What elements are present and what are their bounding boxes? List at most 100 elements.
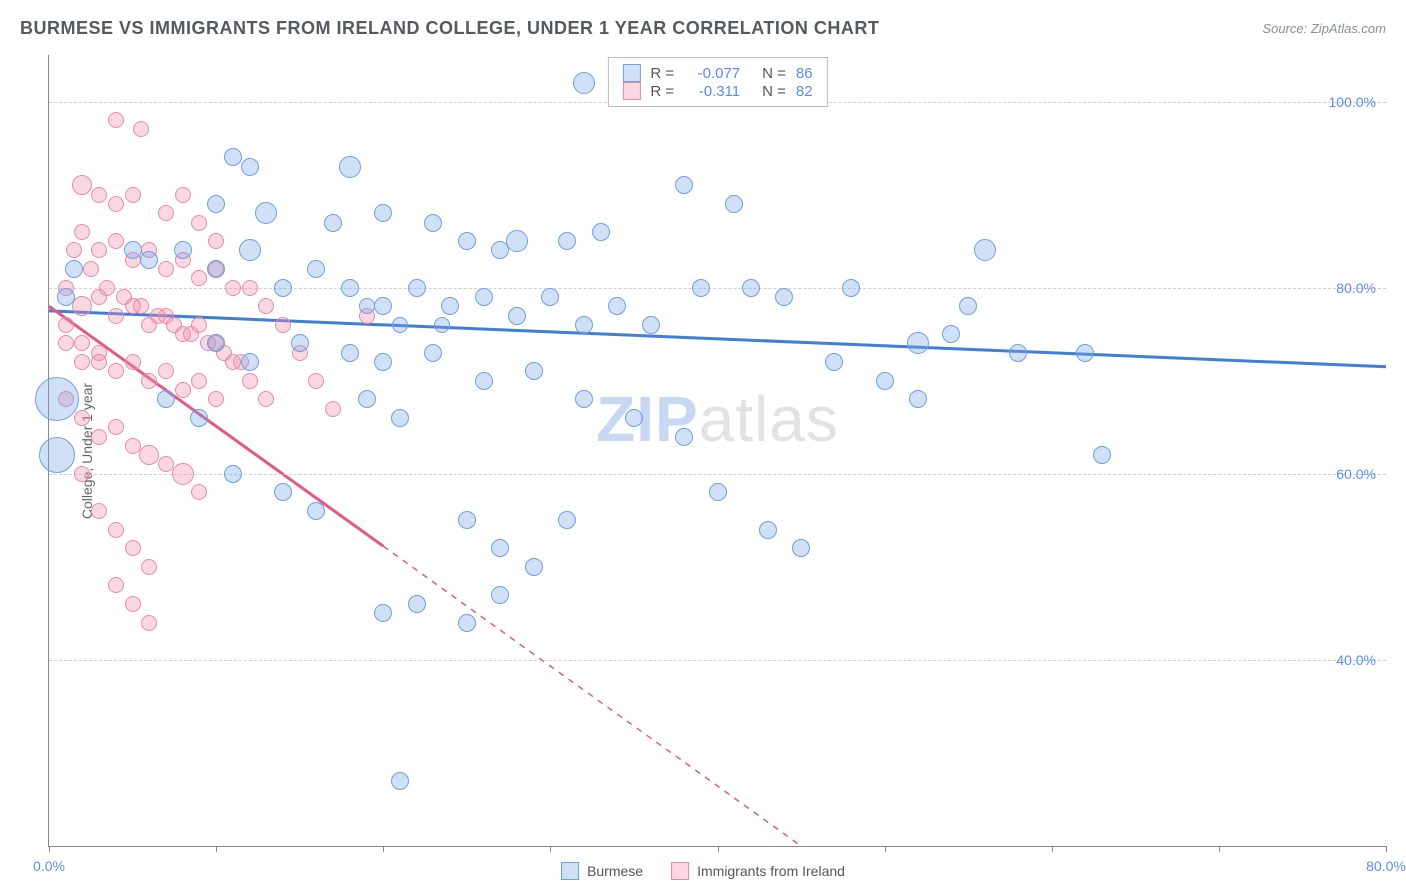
x-tick [49, 846, 50, 852]
x-tick [1052, 846, 1053, 852]
data-point [408, 279, 426, 297]
data-point [625, 409, 643, 427]
data-point [1009, 344, 1027, 362]
data-point [374, 353, 392, 371]
plot-area: ZIPatlas 40.0%60.0%80.0%100.0% [49, 55, 1386, 846]
data-point [742, 279, 760, 297]
legend-swatch [622, 64, 640, 82]
data-point [39, 437, 75, 473]
data-point [74, 410, 90, 426]
data-point [207, 195, 225, 213]
data-point [133, 121, 149, 137]
data-point [307, 260, 325, 278]
data-point [108, 196, 124, 212]
legend-series: Burmese Immigrants from Ireland [561, 862, 845, 880]
data-point [725, 195, 743, 213]
data-point [124, 241, 142, 259]
data-point [675, 176, 693, 194]
data-point [275, 317, 291, 333]
data-point [172, 463, 194, 485]
data-point [91, 242, 107, 258]
data-point [959, 297, 977, 315]
data-point [91, 429, 107, 445]
x-tick [1386, 846, 1387, 852]
y-tick-label: 100.0% [1329, 94, 1376, 110]
x-tick [550, 846, 551, 852]
data-point [392, 317, 408, 333]
data-point [575, 390, 593, 408]
data-point [66, 242, 82, 258]
data-point [72, 296, 92, 316]
data-point [475, 372, 493, 390]
data-point [341, 344, 359, 362]
data-point [207, 334, 225, 352]
legend-swatch [561, 862, 579, 880]
data-point [475, 288, 493, 306]
legend-swatch [622, 82, 640, 100]
gridline [49, 660, 1386, 661]
data-point [225, 280, 241, 296]
data-point [424, 214, 442, 232]
data-point [775, 288, 793, 306]
data-point [108, 363, 124, 379]
data-point [308, 373, 324, 389]
gridline [49, 474, 1386, 475]
data-point [158, 261, 174, 277]
data-point [65, 260, 83, 278]
data-point [166, 317, 182, 333]
data-point [541, 288, 559, 306]
data-point [141, 559, 157, 575]
data-point [125, 187, 141, 203]
legend-stats-row: R =-0.077N =86 [622, 64, 812, 82]
data-point [108, 233, 124, 249]
data-point [258, 298, 274, 314]
data-point [274, 279, 292, 297]
legend-label: Immigrants from Ireland [697, 863, 845, 879]
data-point [125, 438, 141, 454]
x-tick [383, 846, 384, 852]
data-point [35, 377, 79, 421]
data-point [558, 232, 576, 250]
data-point [242, 373, 258, 389]
data-point [339, 156, 361, 178]
data-point [907, 332, 929, 354]
data-point [842, 279, 860, 297]
data-point [116, 289, 132, 305]
data-point [391, 772, 409, 790]
data-point [642, 316, 660, 334]
data-point [491, 586, 509, 604]
data-point [125, 354, 141, 370]
y-tick-label: 80.0% [1336, 280, 1376, 296]
source-attribution: Source: ZipAtlas.com [1262, 21, 1386, 36]
data-point [434, 317, 450, 333]
data-point [57, 288, 75, 306]
data-point [391, 409, 409, 427]
data-point [458, 232, 476, 250]
data-point [675, 428, 693, 446]
data-point [709, 483, 727, 501]
data-point [83, 261, 99, 277]
data-point [241, 353, 259, 371]
legend-item: Burmese [561, 862, 643, 880]
data-point [307, 502, 325, 520]
x-tick [1219, 846, 1220, 852]
data-point [575, 316, 593, 334]
x-tick [718, 846, 719, 852]
data-point [74, 354, 90, 370]
data-point [190, 409, 208, 427]
y-tick-label: 60.0% [1336, 466, 1376, 482]
data-point [191, 484, 207, 500]
data-point [942, 325, 960, 343]
data-point [692, 279, 710, 297]
data-point [341, 279, 359, 297]
plot-container: College, Under 1 year ZIPatlas 40.0%60.0… [48, 55, 1386, 847]
data-point [208, 233, 224, 249]
data-point [592, 223, 610, 241]
data-point [224, 465, 242, 483]
data-point [208, 391, 224, 407]
data-point [241, 158, 259, 176]
data-point [876, 372, 894, 390]
data-point [207, 260, 225, 278]
data-point [108, 112, 124, 128]
data-point [573, 72, 595, 94]
